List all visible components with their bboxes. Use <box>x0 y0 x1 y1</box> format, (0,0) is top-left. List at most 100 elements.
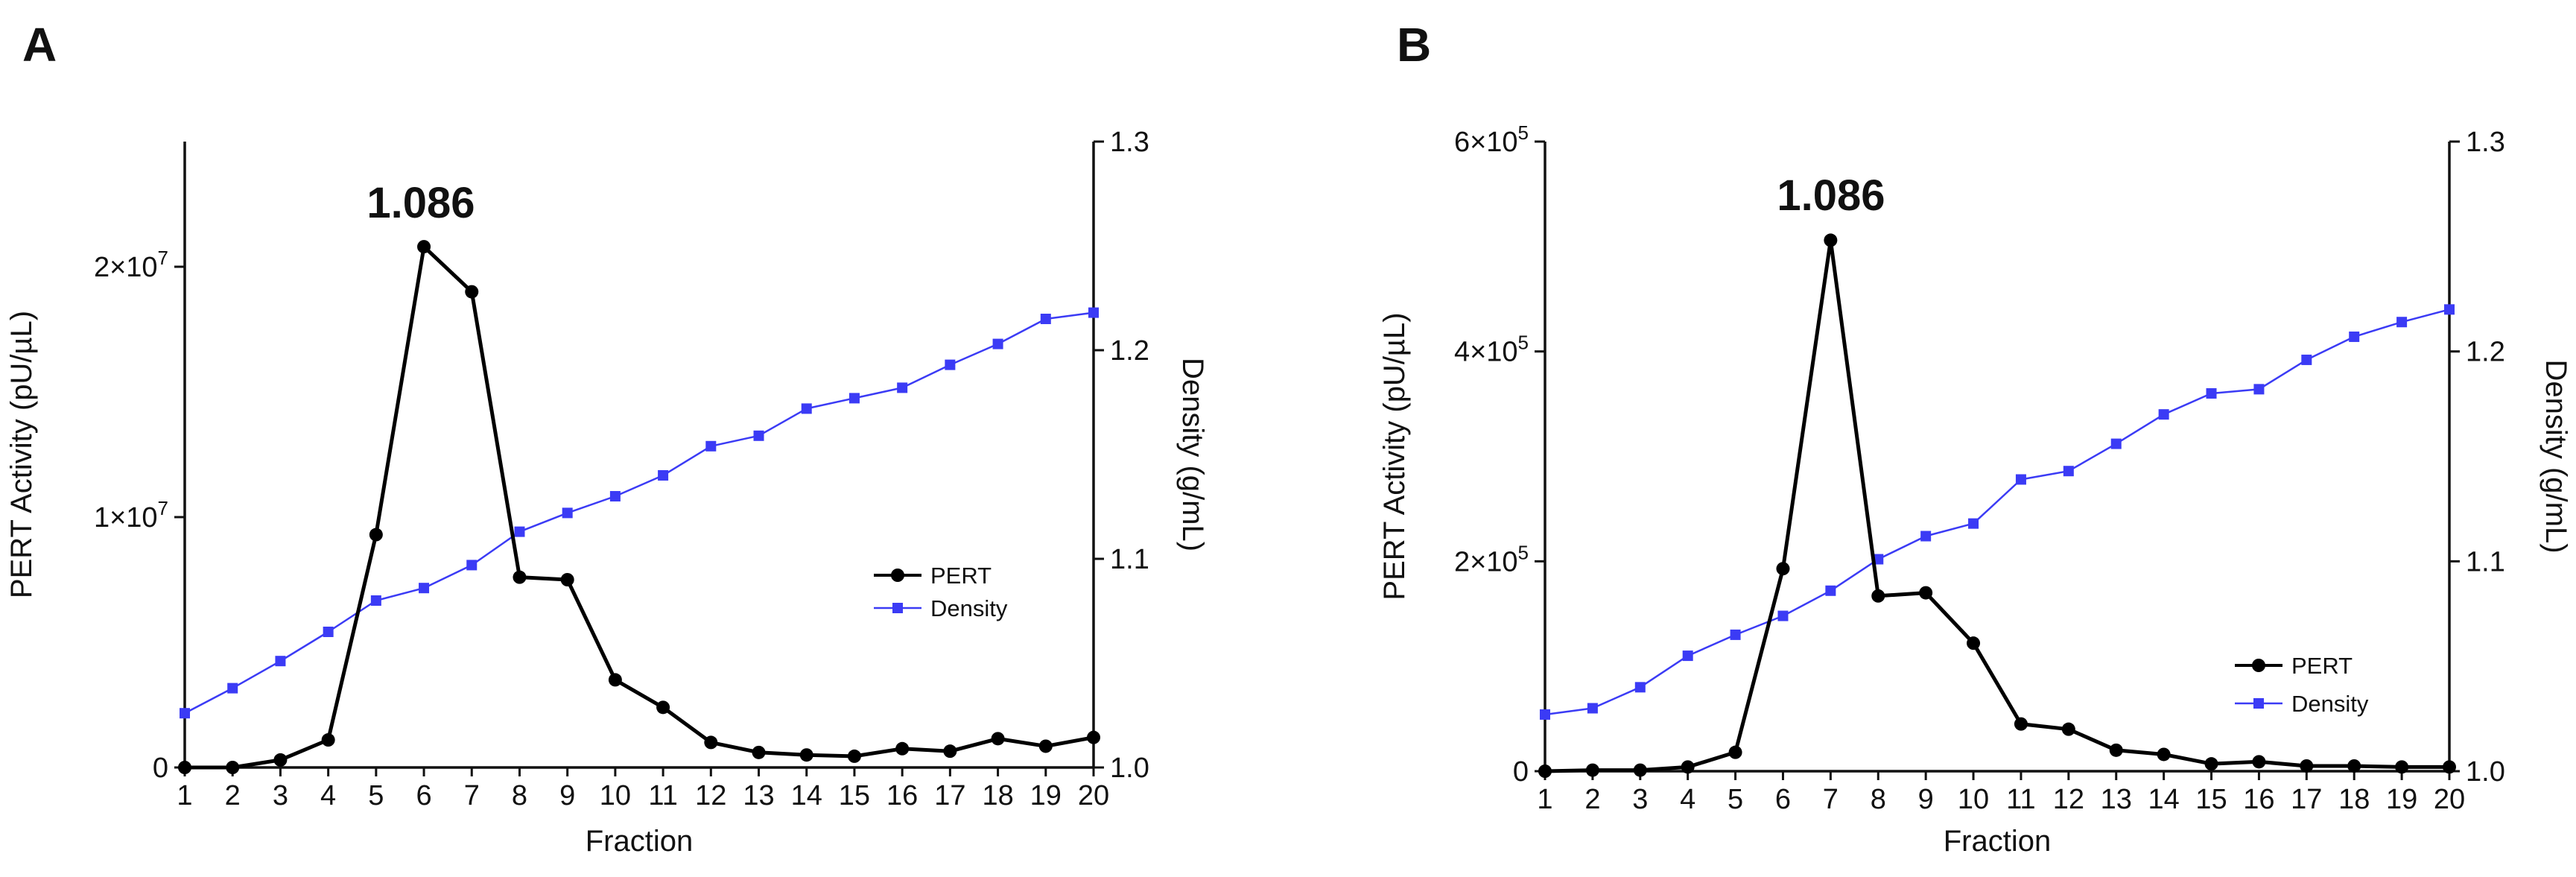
pert-point <box>1776 562 1790 576</box>
right-y-tick-label: 1.3 <box>1110 127 1149 158</box>
x-axis-title: Fraction <box>586 825 694 858</box>
density-point <box>1040 314 1051 324</box>
pert-point <box>1038 739 1053 753</box>
panel-letter: A <box>22 18 57 72</box>
pert-point <box>1824 233 1838 247</box>
x-tick-label: 10 <box>600 780 631 811</box>
left-y-tick-exponent: 7 <box>158 497 168 519</box>
pert-point <box>2061 722 2075 736</box>
x-tick-label: 1 <box>177 780 192 811</box>
density-point <box>945 359 956 370</box>
right-y-axis-title: Density (g/mL) <box>2539 359 2572 553</box>
x-tick-label: 9 <box>1918 784 1934 815</box>
density-point <box>753 430 764 441</box>
x-tick-label: 5 <box>368 780 384 811</box>
pert-point <box>273 753 288 767</box>
x-tick-label: 9 <box>559 780 575 811</box>
x-tick-label: 4 <box>320 780 336 811</box>
legend-label: Density <box>2291 691 2369 717</box>
density-point <box>275 656 286 667</box>
left-y-tick-base: 1×10 <box>94 502 158 534</box>
density-point <box>897 382 908 393</box>
pert-point <box>465 285 479 299</box>
panel-letter: B <box>1397 18 1431 72</box>
pert-point <box>560 573 574 586</box>
pert-point <box>2395 760 2409 774</box>
x-tick-label: 15 <box>839 780 870 811</box>
x-tick-label: 11 <box>648 780 677 811</box>
legend-label: PERT <box>930 563 992 589</box>
density-point <box>1873 554 1884 565</box>
left-y-tick-label: 0 <box>1513 756 1529 788</box>
x-tick-label: 12 <box>2053 784 2084 815</box>
density-point <box>2110 438 2122 449</box>
pert-point <box>2347 759 2361 773</box>
density-point <box>2301 354 2312 365</box>
pert-point <box>608 673 622 687</box>
pert-point <box>1967 636 1981 650</box>
x-tick-label: 20 <box>2434 784 2465 815</box>
pert-point <box>1633 763 1647 777</box>
pert-point <box>656 700 670 715</box>
legend-label: PERT <box>2291 653 2353 679</box>
x-tick-label: 7 <box>464 780 480 811</box>
pert-point <box>895 741 910 756</box>
pert-point <box>513 570 527 584</box>
pert-point <box>1871 589 1885 603</box>
x-tick-label: 11 <box>2006 784 2035 815</box>
right-y-axis-title: Density (g/mL) <box>1176 358 1209 551</box>
density-point <box>2063 466 2074 477</box>
right-y-tick-label: 1.2 <box>1110 335 1149 367</box>
left-y-tick-label: 1×107 <box>94 497 168 534</box>
right-y-tick-label: 1.0 <box>1110 753 1149 784</box>
density-point <box>1825 585 1836 596</box>
density-point <box>227 683 238 694</box>
left-y-tick-base: 0 <box>1513 756 1529 788</box>
panel-b-chart: B1 2 3 4 5 6 7 8 9 10 11 12 13 14 15 16 17 18 19 2002×1054×… <box>1378 18 2572 858</box>
density-point <box>848 393 860 404</box>
left-y-axis-title: PERT Activity (pU/µL) <box>5 311 38 598</box>
pert-point <box>1728 745 1742 759</box>
x-tick-label: 3 <box>273 780 288 811</box>
left-y-tick-label: 2×105 <box>1454 541 1529 577</box>
x-axis-title: Fraction <box>1944 825 2052 858</box>
x-tick-label: 20 <box>1078 780 1109 811</box>
peak-density-label: 1.086 <box>1777 171 1885 220</box>
x-tick-label: 1 <box>1537 784 1552 815</box>
pert-point <box>178 761 191 774</box>
density-point <box>1968 518 1979 529</box>
pert-point <box>2443 760 2456 774</box>
x-tick-label: 16 <box>886 780 918 811</box>
pert-point <box>1681 760 1695 774</box>
density-point <box>323 627 334 637</box>
density-point <box>562 507 573 519</box>
x-tick-label: 16 <box>2243 784 2274 815</box>
density-point <box>2396 317 2408 328</box>
left-y-tick-base: 6×10 <box>1454 127 1518 158</box>
density-point <box>466 560 478 571</box>
x-tick-label: 5 <box>1728 784 1743 815</box>
pert-point <box>1538 764 1552 778</box>
pert-point <box>2204 757 2218 771</box>
pert-point <box>321 733 335 747</box>
density-point <box>514 526 525 537</box>
pert-point <box>1087 730 1100 744</box>
density-point <box>1682 650 1693 662</box>
density-point <box>658 470 669 481</box>
pert-point <box>943 744 957 759</box>
left-y-tick-base: 4×10 <box>1454 337 1518 368</box>
x-tick-label: 14 <box>791 780 822 811</box>
density-point <box>2444 304 2455 315</box>
x-tick-label: 2 <box>225 780 241 811</box>
pert-point <box>799 748 813 762</box>
right-y-tick-label: 1.0 <box>2466 756 2505 788</box>
left-y-tick-label: 4×105 <box>1454 332 1529 368</box>
left-y-tick-label: 2×107 <box>94 247 168 283</box>
density-point <box>1540 709 1550 720</box>
density-point <box>2015 474 2026 485</box>
pert-point <box>752 745 766 759</box>
peak-density-label: 1.086 <box>367 179 475 227</box>
legend-swatch-marker <box>2252 659 2265 672</box>
left-y-tick-base: 0 <box>153 753 168 784</box>
